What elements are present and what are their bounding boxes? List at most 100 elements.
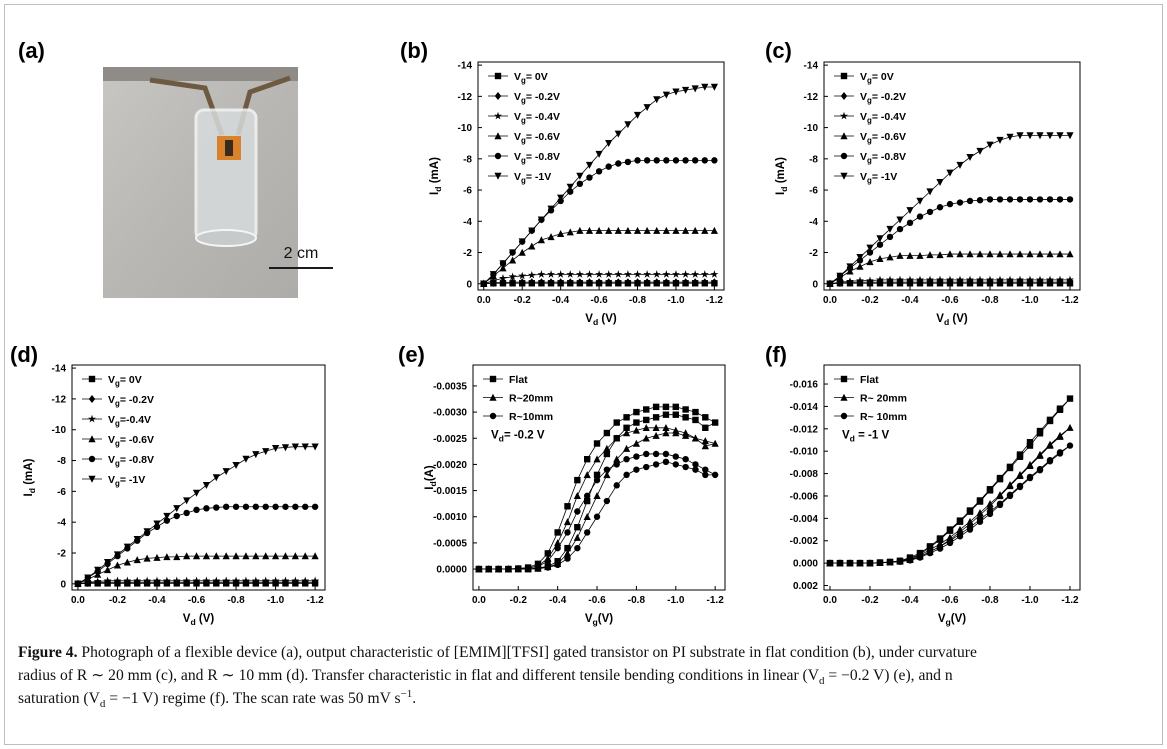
data-point	[672, 157, 680, 164]
data-point	[575, 270, 584, 278]
data-point	[622, 444, 631, 452]
x-tick-label: -0.2	[861, 295, 879, 306]
annotation: Vd = -1 V	[842, 430, 889, 444]
data-point	[896, 275, 904, 284]
legend-marker	[88, 414, 96, 423]
data-point	[262, 503, 269, 510]
legend-label: Vg= -1V	[860, 171, 897, 185]
y-tick-label: -0.006	[790, 491, 819, 502]
data-point	[489, 276, 498, 285]
x-tick-label: -0.6	[588, 595, 606, 606]
legend-label: Vg=-0.4V	[108, 414, 151, 428]
data-point	[301, 576, 310, 585]
data-point	[527, 270, 536, 279]
x-tick-label: -0.2	[514, 295, 532, 306]
data-point	[272, 503, 279, 510]
data-point	[547, 278, 555, 287]
legend-marker	[840, 92, 848, 100]
data-point	[653, 96, 661, 104]
data-point	[633, 466, 640, 473]
legend-marker	[494, 152, 502, 160]
data-point	[271, 552, 280, 560]
data-point	[1056, 196, 1064, 203]
y-tick-label: -10	[52, 425, 67, 436]
legend-marker	[489, 375, 497, 383]
x-tick-label: 0.0	[823, 295, 837, 306]
data-point	[586, 174, 593, 181]
y-tick-label: 0.0000	[436, 565, 467, 576]
data-point	[856, 254, 864, 262]
data-point	[662, 91, 670, 99]
data-point	[976, 516, 984, 523]
x-tick-label: -0.2	[861, 595, 879, 606]
x-tick-label: -0.8	[981, 295, 999, 306]
y-tick-label: -0.0010	[433, 512, 467, 523]
data-point	[634, 278, 641, 287]
data-point	[282, 503, 289, 510]
data-point	[163, 517, 171, 524]
data-point	[291, 576, 300, 585]
legend-label: Vg= -0.8V	[108, 454, 154, 468]
legend-label: Vg= -1V	[514, 171, 551, 185]
legend-marker	[88, 475, 96, 483]
data-point	[480, 280, 488, 288]
legend-label: Flat	[860, 374, 879, 386]
y-tick-label: -0.002	[790, 536, 819, 547]
data-point	[301, 552, 309, 560]
caption-sub: d	[99, 698, 106, 711]
data-point	[986, 275, 994, 284]
data-point	[643, 416, 650, 424]
data-point	[143, 554, 151, 562]
data-point	[576, 226, 584, 234]
data-point	[1056, 132, 1064, 140]
x-tick-label: -1.0	[667, 295, 685, 306]
data-point	[652, 461, 660, 468]
data-point	[614, 130, 622, 138]
y-tick-label: -12	[804, 92, 819, 103]
data-point	[103, 566, 112, 574]
data-point	[563, 549, 572, 557]
data-point	[966, 507, 974, 514]
data-point	[544, 564, 552, 571]
data-point	[564, 544, 571, 552]
data-point	[634, 157, 641, 164]
panel-label: (b)	[400, 38, 428, 63]
data-point	[633, 453, 640, 460]
data-point	[906, 219, 914, 227]
x-tick-label: -1.2	[307, 595, 325, 606]
legend-marker	[840, 393, 848, 401]
data-point	[1006, 196, 1014, 203]
data-point	[956, 525, 964, 533]
data-point	[1006, 133, 1014, 141]
data-point	[613, 461, 620, 468]
x-tick-label: -0.6	[941, 295, 959, 306]
data-point	[593, 471, 601, 479]
data-point	[916, 251, 924, 259]
legend-marker	[840, 152, 848, 160]
data-point	[585, 161, 594, 169]
data-point	[252, 552, 260, 560]
data-point	[643, 157, 651, 164]
data-point	[866, 258, 874, 266]
data-point	[643, 406, 650, 413]
y-tick-label: -12	[52, 394, 67, 405]
data-point	[232, 503, 240, 510]
data-point	[956, 199, 964, 206]
data-point	[976, 147, 984, 155]
data-point	[1026, 473, 1034, 481]
data-point	[163, 512, 171, 520]
data-point	[563, 518, 572, 526]
data-point	[554, 539, 562, 547]
data-point	[701, 226, 709, 234]
data-point	[585, 226, 594, 234]
data-point	[701, 157, 708, 164]
chart: (b) 0.0 -0.2 -0.4 -0.6 -0.8 -1.0 -1.2 0 -2 -4 -6 -8 -…	[400, 38, 725, 327]
x-tick-label: -1.2	[1061, 595, 1079, 606]
data-point	[515, 565, 522, 573]
data-point	[557, 229, 565, 237]
data-point	[976, 197, 984, 204]
panel-label: (a)	[18, 38, 45, 63]
data-point	[605, 226, 613, 234]
data-point	[916, 553, 924, 560]
legend-marker	[489, 412, 497, 420]
